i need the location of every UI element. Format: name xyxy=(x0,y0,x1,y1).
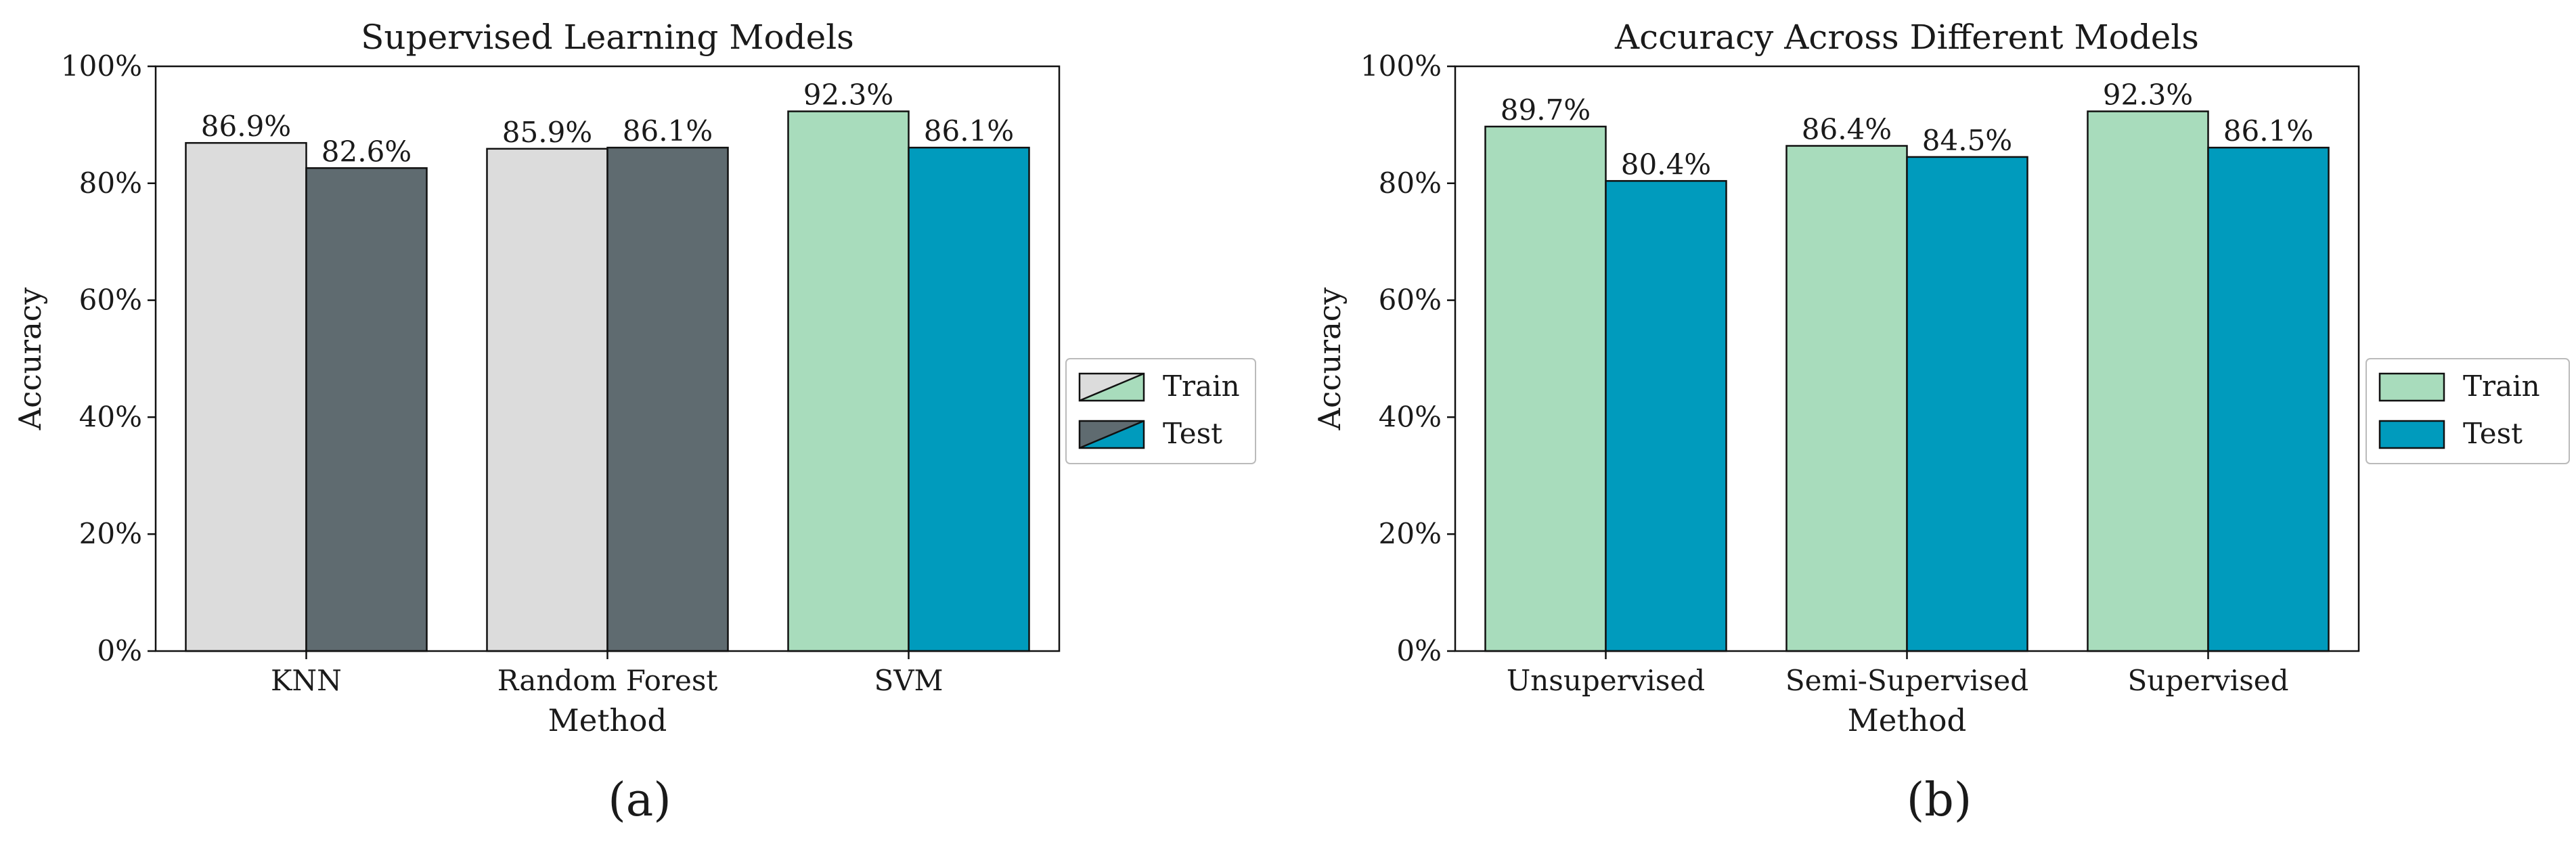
legend-entry-test: Test xyxy=(2378,417,2523,450)
data-label: 80.4% xyxy=(1621,148,1711,181)
x-tick-label: Unsupervised xyxy=(1507,664,1705,697)
chart-panel-b: Accuracy Across Different Models Accurac… xyxy=(1312,18,2570,827)
y-tick-label: 100% xyxy=(1360,49,1442,83)
chart-title: Accuracy Across Different Models xyxy=(1614,18,2199,57)
plot-frame xyxy=(1454,65,2360,652)
data-label: 86.1% xyxy=(924,114,1014,148)
panel-caption: (a) xyxy=(608,774,671,827)
data-label: 86.1% xyxy=(623,114,713,148)
bar-test xyxy=(1906,156,2028,652)
y-tick-label: 80% xyxy=(1379,166,1442,200)
chart-title: Supervised Learning Models xyxy=(361,18,854,57)
plot-frame xyxy=(154,65,1061,652)
legend-label: Train xyxy=(2463,370,2540,403)
y-tick-label: 40% xyxy=(1379,400,1442,433)
y-axis: 0% 20% 40% 60% 80% 100% xyxy=(61,49,156,667)
legend-entry-train: Train xyxy=(2378,370,2540,403)
x-axis-label: Method xyxy=(1848,702,1967,738)
bar-test xyxy=(2207,146,2330,652)
x-tick-label: Semi-Supervised xyxy=(1785,664,2028,697)
bar-train xyxy=(1785,145,1908,652)
legend-swatch-divider xyxy=(1079,420,1145,449)
x-tick-label: Random Forest xyxy=(497,664,718,697)
bar-test xyxy=(908,146,1030,652)
legend-swatch-outline xyxy=(1078,372,1145,402)
bars xyxy=(185,110,1030,652)
y-axis-label: Accuracy xyxy=(1312,287,1348,430)
y-tick-label: 0% xyxy=(1396,634,1442,667)
data-label: 82.6% xyxy=(321,135,412,168)
bar-train xyxy=(787,110,910,652)
legend-label: Test xyxy=(1163,417,1222,450)
data-label: 84.5% xyxy=(1922,124,2012,157)
data-label: 89.7% xyxy=(1501,93,1591,127)
legend-swatch-outline xyxy=(1078,420,1145,449)
x-axis-label: Method xyxy=(548,702,667,738)
bar-test xyxy=(305,167,428,652)
y-tick-label: 40% xyxy=(79,400,142,433)
data-label: 86.9% xyxy=(201,110,291,143)
bar-train xyxy=(185,141,307,652)
y-tick-label: 0% xyxy=(97,634,142,667)
chart-panel-a: Supervised Learning Models Accuracy Meth… xyxy=(12,18,1256,827)
bar-test xyxy=(606,146,729,652)
legend: Train Test xyxy=(1065,358,1256,464)
bars xyxy=(1484,110,2330,652)
y-axis: 0% 20% 40% 60% 80% 100% xyxy=(1360,49,1455,667)
x-axis: Unsupervised Semi-Supervised Supervised xyxy=(1507,651,2289,697)
x-axis: KNN Random Forest SVM xyxy=(271,651,943,697)
legend-swatch xyxy=(2378,420,2445,449)
y-tick-label: 80% xyxy=(79,166,142,200)
x-tick-label: Supervised xyxy=(2127,664,2288,697)
bar-train xyxy=(486,148,608,652)
bar-train xyxy=(1484,125,1607,652)
data-label: 92.3% xyxy=(803,79,893,112)
data-label: 86.4% xyxy=(1802,113,1892,146)
legend: Train Test xyxy=(2366,358,2570,464)
y-tick-label: 100% xyxy=(61,49,142,83)
legend-swatch xyxy=(2378,372,2445,402)
x-tick-label: SVM xyxy=(874,664,943,697)
data-label: 92.3% xyxy=(2103,79,2193,112)
y-tick-label: 60% xyxy=(79,284,142,317)
legend-label: Train xyxy=(1163,370,1240,403)
bar-train xyxy=(2087,110,2209,652)
data-label: 86.1% xyxy=(2223,114,2313,148)
legend-label: Test xyxy=(2463,417,2523,450)
legend-entry-test: Test xyxy=(1078,417,1222,450)
legend-swatch-divider xyxy=(1079,372,1145,402)
data-label: 85.9% xyxy=(502,116,592,149)
panel-caption: (b) xyxy=(1907,774,1972,827)
legend-entry-train: Train xyxy=(1078,370,1240,403)
y-tick-label: 20% xyxy=(79,517,142,550)
y-axis-label: Accuracy xyxy=(12,287,48,430)
y-tick-label: 20% xyxy=(1379,517,1442,550)
bar-test xyxy=(1605,180,1727,652)
x-tick-label: KNN xyxy=(271,664,342,697)
data-labels: 89.7% 80.4% 86.4% 84.5% 92.3% 86.1% xyxy=(1501,79,2313,181)
y-tick-label: 60% xyxy=(1379,284,1442,317)
data-labels: 86.9% 82.6% 85.9% 86.1% 92.3% 86.1% xyxy=(201,79,1014,169)
